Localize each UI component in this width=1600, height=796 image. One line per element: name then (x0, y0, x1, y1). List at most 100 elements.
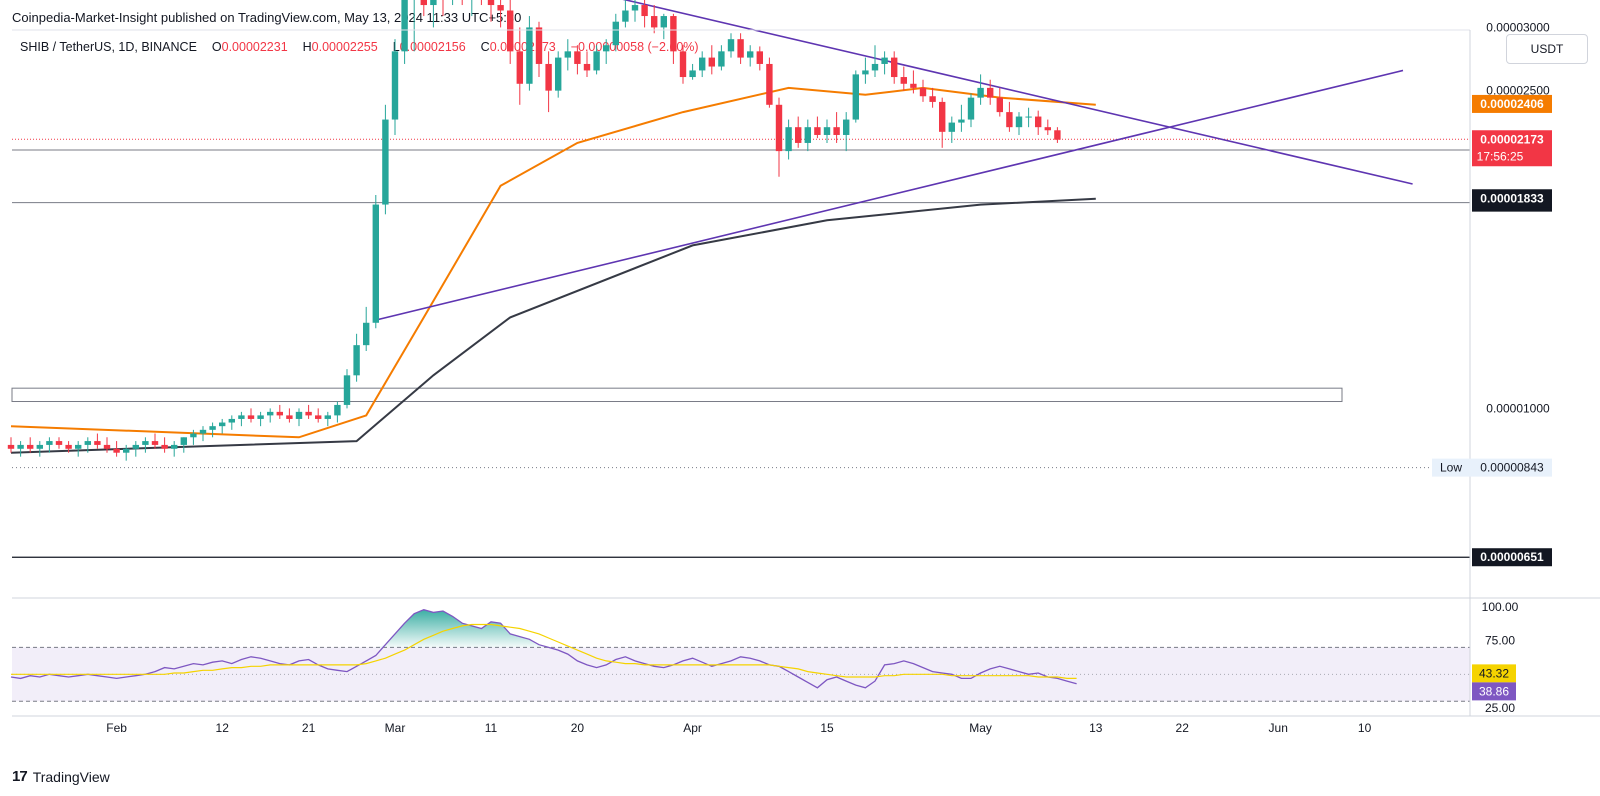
candle-body (612, 21, 619, 46)
candle (814, 116, 821, 139)
candle (977, 74, 984, 105)
candle (987, 79, 994, 105)
time-tick-label: 12 (216, 721, 230, 735)
candle (574, 45, 581, 75)
candle-body (65, 444, 72, 449)
candle-body (555, 57, 562, 91)
candle-body (113, 448, 120, 453)
ascending-trendline (375, 69, 1404, 321)
candle (55, 437, 63, 449)
candle-body (420, 0, 427, 6)
ma-value-text: 0.00002406 (1480, 97, 1544, 111)
candle-body (391, 51, 399, 120)
currency-button[interactable]: USDT (1506, 34, 1588, 64)
candle-body (871, 63, 879, 71)
candle (948, 116, 955, 143)
time-tick-label: 13 (1089, 721, 1103, 735)
candle-body (583, 63, 591, 71)
rsi-tag (1472, 682, 1516, 701)
rsi-overbought-fill (375, 609, 559, 648)
candle (919, 79, 927, 102)
candle (775, 97, 783, 177)
candle (65, 441, 72, 453)
candle (756, 46, 763, 71)
time-tick-label: 11 (485, 721, 498, 735)
candle (238, 411, 245, 427)
candle (391, 39, 399, 135)
candle (471, 0, 473, 17)
rsi-value: 38.86 (1479, 684, 1509, 698)
candle-body (209, 426, 216, 430)
candle-body (699, 57, 706, 71)
candle (413, 0, 415, 52)
candle-body (545, 63, 552, 91)
candle (343, 369, 351, 409)
candle (452, 0, 454, 6)
candle-body (430, 0, 437, 6)
candle (461, 0, 463, 6)
candle-body (785, 127, 792, 152)
candle-body (766, 63, 773, 105)
candle (516, 27, 523, 105)
candle-body (574, 51, 581, 64)
candle-body (238, 415, 245, 419)
candle (939, 97, 946, 148)
candle-body (689, 70, 696, 78)
candle-body (1035, 116, 1042, 128)
candle (132, 441, 139, 457)
candle (36, 441, 43, 457)
candle (804, 119, 811, 152)
candle-body (7, 444, 15, 449)
candle (75, 441, 82, 457)
candle (603, 39, 610, 64)
candle (123, 444, 130, 461)
candle (612, 13, 619, 52)
candle (180, 437, 187, 453)
candle (171, 441, 178, 457)
candle-body (843, 119, 850, 135)
candle-body (507, 10, 514, 52)
candle-body (804, 127, 811, 143)
rsi-tick-label: 25.00 (1485, 701, 1515, 715)
candle-body (372, 204, 379, 323)
tradingview-brand[interactable]: 17 TradingView (12, 768, 110, 785)
candle (257, 411, 264, 427)
candle (699, 51, 706, 78)
candle-body (55, 441, 63, 445)
candle (564, 39, 571, 71)
candle-body (487, 0, 495, 6)
price-tick-label: 0.00003000 (1486, 20, 1550, 34)
rsi-tick-label: 100.00 (1482, 600, 1519, 614)
countdown-text: 17:56:25 (1477, 149, 1524, 163)
level-price-tag (1472, 548, 1552, 567)
candle-body (94, 441, 101, 445)
candle (142, 437, 149, 453)
candle (382, 104, 389, 215)
candle-body (75, 444, 82, 449)
candle-body (36, 444, 43, 449)
rsi-ma-value: 43.32 (1479, 666, 1509, 680)
candle (766, 57, 773, 108)
candle-body (199, 429, 207, 434)
candle-body (631, 5, 639, 11)
candle-body (987, 87, 994, 98)
time-tick-label: Mar (385, 721, 406, 735)
candle-body (103, 444, 111, 449)
candle (727, 33, 735, 58)
candle-body (228, 418, 235, 423)
candle (442, 0, 444, 17)
symbol-label[interactable]: SHIB / TetherUS, 1D, BINANCE (20, 40, 197, 54)
tradingview-name: TradingView (32, 768, 110, 785)
candle (497, 0, 504, 28)
close-key: C (480, 40, 490, 54)
candle-body (977, 87, 984, 98)
candle (507, 0, 514, 64)
candle (401, 0, 408, 64)
level-price-text: 0.00000651 (1480, 550, 1544, 564)
candle-body (660, 16, 667, 28)
candle-body (161, 444, 168, 449)
candle (161, 437, 168, 453)
candle (526, 16, 533, 91)
candle-body (929, 96, 936, 102)
